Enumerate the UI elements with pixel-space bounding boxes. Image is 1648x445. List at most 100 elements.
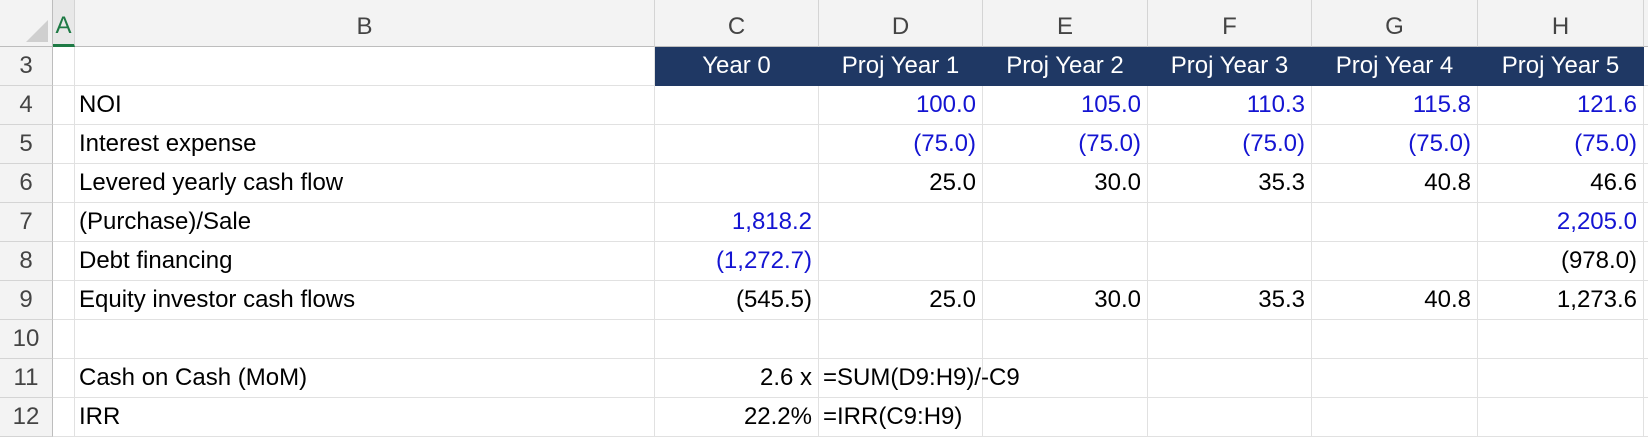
column-header-f[interactable]: F bbox=[1148, 0, 1312, 47]
cell-G6[interactable]: 40.8 bbox=[1312, 164, 1478, 203]
cell-D8[interactable] bbox=[819, 242, 983, 281]
cell-F8[interactable] bbox=[1148, 242, 1312, 281]
cell-E12[interactable] bbox=[983, 398, 1148, 437]
metric-value-12[interactable]: 22.2% bbox=[655, 398, 819, 437]
cell-H10[interactable] bbox=[1478, 320, 1644, 359]
column-header-a[interactable]: A bbox=[53, 0, 75, 47]
row-header-11[interactable]: 11 bbox=[0, 359, 53, 398]
cell-G11[interactable] bbox=[1312, 359, 1478, 398]
cell-G10[interactable] bbox=[1312, 320, 1478, 359]
cell-D9[interactable]: 25.0 bbox=[819, 281, 983, 320]
cell-F11[interactable] bbox=[1148, 359, 1312, 398]
cell-H8[interactable]: (978.0) bbox=[1478, 242, 1644, 281]
cell-F9[interactable]: 35.3 bbox=[1148, 281, 1312, 320]
cell-H12[interactable] bbox=[1478, 398, 1644, 437]
row-header-8[interactable]: 8 bbox=[0, 242, 53, 281]
column-header-g[interactable]: G bbox=[1312, 0, 1478, 47]
row-header-10[interactable]: 10 bbox=[0, 320, 53, 359]
column-header-e[interactable]: E bbox=[983, 0, 1148, 47]
cell-H9[interactable]: 1,273.6 bbox=[1478, 281, 1644, 320]
cell-G7[interactable] bbox=[1312, 203, 1478, 242]
row-label-7[interactable]: (Purchase)/Sale bbox=[75, 203, 655, 242]
formula-text-11[interactable]: =SUM(D9:H9)/-C9 bbox=[819, 359, 1020, 398]
cell-A8[interactable] bbox=[53, 242, 75, 281]
cell-A6[interactable] bbox=[53, 164, 75, 203]
row-header-4[interactable]: 4 bbox=[0, 86, 53, 125]
cell-F4[interactable]: 110.3 bbox=[1148, 86, 1312, 125]
row-header-7[interactable]: 7 bbox=[0, 203, 53, 242]
cell-A3[interactable] bbox=[53, 47, 75, 86]
row-header-9[interactable]: 9 bbox=[0, 281, 53, 320]
year-header-2[interactable]: Proj Year 2 bbox=[983, 47, 1148, 86]
metric-value-11[interactable]: 2.6 x bbox=[655, 359, 819, 398]
column-header-b[interactable]: B bbox=[75, 0, 655, 47]
cell-D5[interactable]: (75.0) bbox=[819, 125, 983, 164]
cell-C7[interactable]: 1,818.2 bbox=[655, 203, 819, 242]
cell-A11[interactable] bbox=[53, 359, 75, 398]
row-header-6[interactable]: 6 bbox=[0, 164, 53, 203]
cell-H4[interactable]: 121.6 bbox=[1478, 86, 1644, 125]
overflow-cell bbox=[1644, 320, 1648, 359]
row-header-3[interactable]: 3 bbox=[0, 47, 53, 86]
cell-A4[interactable] bbox=[53, 86, 75, 125]
row-label-6[interactable]: Levered yearly cash flow bbox=[75, 164, 655, 203]
cell-A12[interactable] bbox=[53, 398, 75, 437]
cell-H7[interactable]: 2,205.0 bbox=[1478, 203, 1644, 242]
cell-C5[interactable] bbox=[655, 125, 819, 164]
year-header-0[interactable]: Year 0 bbox=[655, 47, 819, 86]
year-header-3[interactable]: Proj Year 3 bbox=[1148, 47, 1312, 86]
year-header-5[interactable]: Proj Year 5 bbox=[1478, 47, 1644, 86]
row-header-5[interactable]: 5 bbox=[0, 125, 53, 164]
cell-D7[interactable] bbox=[819, 203, 983, 242]
cell-F7[interactable] bbox=[1148, 203, 1312, 242]
cell-F5[interactable]: (75.0) bbox=[1148, 125, 1312, 164]
cell-D6[interactable]: 25.0 bbox=[819, 164, 983, 203]
cell-C6[interactable] bbox=[655, 164, 819, 203]
metric-label-11[interactable]: Cash on Cash (MoM) bbox=[75, 359, 655, 398]
metric-label-12[interactable]: IRR bbox=[75, 398, 655, 437]
cell-A7[interactable] bbox=[53, 203, 75, 242]
row-label-9[interactable]: Equity investor cash flows bbox=[75, 281, 655, 320]
cell-C10[interactable] bbox=[655, 320, 819, 359]
cell-F6[interactable]: 35.3 bbox=[1148, 164, 1312, 203]
cell-E11[interactable] bbox=[983, 359, 1148, 398]
cell-H5[interactable]: (75.0) bbox=[1478, 125, 1644, 164]
cell-A10[interactable] bbox=[53, 320, 75, 359]
cell-E6[interactable]: 30.0 bbox=[983, 164, 1148, 203]
cell-A5[interactable] bbox=[53, 125, 75, 164]
row-label-8[interactable]: Debt financing bbox=[75, 242, 655, 281]
cell-B3[interactable] bbox=[75, 47, 655, 86]
cell-C9[interactable]: (545.5) bbox=[655, 281, 819, 320]
formula-text-12[interactable]: =IRR(C9:H9) bbox=[819, 398, 983, 437]
row-label-5[interactable]: Interest expense bbox=[75, 125, 655, 164]
cell-E9[interactable]: 30.0 bbox=[983, 281, 1148, 320]
cell-D10[interactable] bbox=[819, 320, 983, 359]
cell-G4[interactable]: 115.8 bbox=[1312, 86, 1478, 125]
cell-G9[interactable]: 40.8 bbox=[1312, 281, 1478, 320]
cell-A9[interactable] bbox=[53, 281, 75, 320]
cell-H6[interactable]: 46.6 bbox=[1478, 164, 1644, 203]
select-all-corner[interactable] bbox=[0, 0, 53, 47]
column-header-c[interactable]: C bbox=[655, 0, 819, 47]
row-label-4[interactable]: NOI bbox=[75, 86, 655, 125]
row-header-12[interactable]: 12 bbox=[0, 398, 53, 437]
cell-E7[interactable] bbox=[983, 203, 1148, 242]
cell-G12[interactable] bbox=[1312, 398, 1478, 437]
cell-E4[interactable]: 105.0 bbox=[983, 86, 1148, 125]
year-header-1[interactable]: Proj Year 1 bbox=[819, 47, 983, 86]
cell-F10[interactable] bbox=[1148, 320, 1312, 359]
cell-E10[interactable] bbox=[983, 320, 1148, 359]
column-header-d[interactable]: D bbox=[819, 0, 983, 47]
year-header-4[interactable]: Proj Year 4 bbox=[1312, 47, 1478, 86]
cell-C4[interactable] bbox=[655, 86, 819, 125]
cell-C8[interactable]: (1,272.7) bbox=[655, 242, 819, 281]
cell-F12[interactable] bbox=[1148, 398, 1312, 437]
cell-E5[interactable]: (75.0) bbox=[983, 125, 1148, 164]
cell-G8[interactable] bbox=[1312, 242, 1478, 281]
cell-D4[interactable]: 100.0 bbox=[819, 86, 983, 125]
cell-G5[interactable]: (75.0) bbox=[1312, 125, 1478, 164]
cell-E8[interactable] bbox=[983, 242, 1148, 281]
cell-H11[interactable] bbox=[1478, 359, 1644, 398]
row-label-10[interactable] bbox=[75, 320, 655, 359]
column-header-h[interactable]: H bbox=[1478, 0, 1644, 47]
